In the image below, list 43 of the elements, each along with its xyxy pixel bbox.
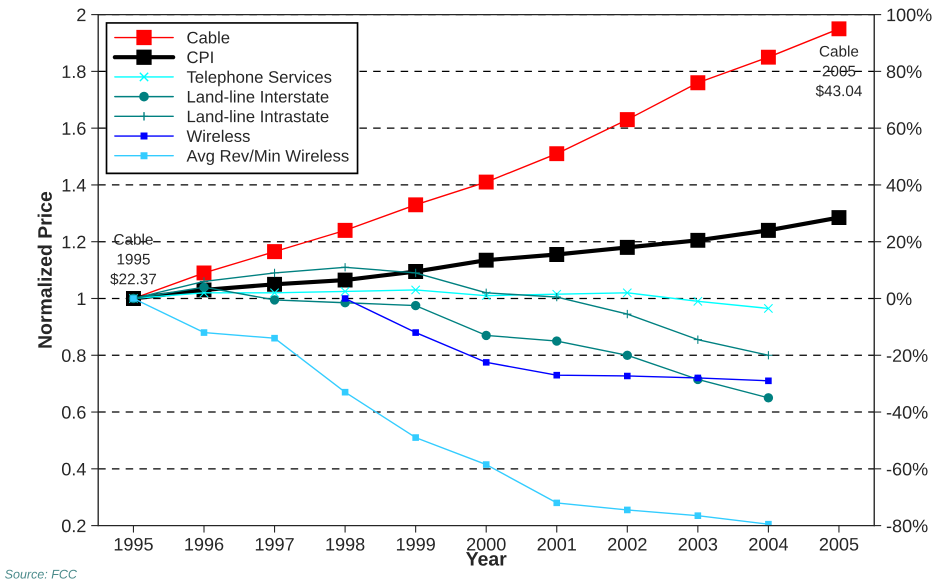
y-tick-label: 0.4 (62, 462, 86, 476)
source-note: Source: FCC (5, 570, 77, 579)
y2-tick-label: 0% (886, 292, 912, 306)
y-tick-label: 1.2 (62, 236, 86, 248)
x-tick-label: 1998 (326, 538, 364, 551)
y2-tick-label: 20% (886, 236, 922, 248)
y-tick-label: 2 (77, 8, 86, 22)
y-axis-title: Normalized Price (38, 192, 52, 348)
legend-label: CPI (187, 51, 213, 64)
y-tick-label: 0.6 (62, 406, 86, 419)
y2-tick-label: -80% (886, 520, 928, 532)
annotation: Cable 1995 $22.37 (110, 234, 156, 286)
legend-label: Telephone Services (186, 70, 332, 86)
y2-tick-label: 60% (886, 122, 922, 135)
legend-label: Avg Rev/Min Wireless (186, 149, 349, 166)
y-tick-label: 1.6 (62, 122, 86, 135)
x-tick-label: 2002 (608, 538, 646, 551)
legend-label: Wireless (186, 130, 250, 142)
x-tick-label: 1997 (256, 538, 294, 551)
y-tick-label: 0.8 (62, 349, 86, 362)
y-tick-label: 1.4 (62, 179, 86, 192)
x-tick-label: 2000 (467, 538, 506, 551)
legend-label: Land-line Interstate (188, 90, 328, 103)
y2-tick-label: 100% (887, 8, 932, 22)
y2-tick-label: -60% (886, 462, 928, 476)
x-tick-label: 1996 (185, 538, 224, 551)
y-tick-label: 1 (78, 292, 86, 306)
y-tick-label: 1.8 (62, 65, 86, 78)
y2-tick-label: -20% (886, 349, 928, 362)
annotation: Cable 2005 $43.04 (816, 45, 862, 98)
legend-label: Land-line Intrastate (188, 110, 328, 122)
x-tick-label: 2003 (678, 538, 718, 551)
y2-tick-label: 40% (886, 178, 922, 192)
x-tick-label: 2005 (820, 538, 858, 551)
x-tick-label: 2001 (538, 538, 576, 551)
y2-tick-label: 80% (886, 65, 922, 78)
x-tick-label: 1995 (114, 538, 153, 551)
x-tick-label: 2004 (749, 538, 788, 551)
legend-label: Cable (187, 31, 230, 44)
x-axis-title: Year (466, 552, 506, 566)
y2-tick-label: -40% (886, 406, 928, 419)
x-tick-label: 1999 (396, 538, 435, 551)
y-tick-label: 0.2 (62, 520, 86, 532)
